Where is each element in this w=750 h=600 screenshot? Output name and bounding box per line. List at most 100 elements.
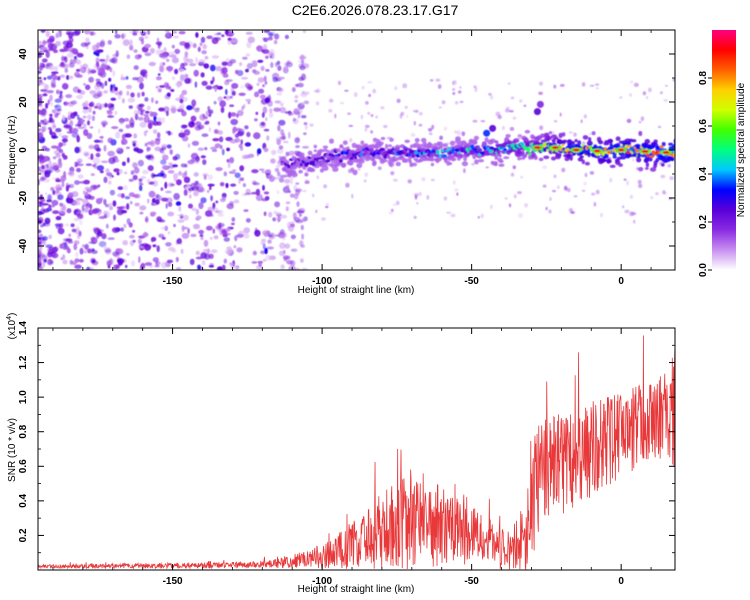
- heatmap-cell: [266, 135, 270, 141]
- heatmap-cell: [80, 213, 84, 219]
- heatmap-cell: [285, 151, 290, 157]
- heatmap-cell: [97, 184, 101, 188]
- heatmap-cell: [178, 31, 186, 35]
- heatmap-cell: [644, 167, 649, 170]
- heatmap-cell: [221, 67, 228, 74]
- heatmap-cell: [113, 168, 120, 173]
- heatmap-cell: [96, 165, 105, 171]
- heatmap-cell: [188, 187, 194, 192]
- heatmap-cell: [304, 179, 310, 183]
- heatmap-cell: [403, 158, 409, 163]
- heatmap-cell: [116, 171, 120, 176]
- heatmap-cell: [67, 192, 74, 199]
- heatmap-cell: [144, 52, 152, 57]
- heatmap-cell: [297, 82, 304, 88]
- heatmap-cell: [503, 156, 510, 160]
- heatmap-cell: [339, 144, 343, 148]
- heatmap-cell: [66, 208, 72, 214]
- heatmap-cell: [474, 159, 479, 165]
- heatmap-cell: [204, 56, 209, 60]
- heatmap-cell: [109, 58, 116, 63]
- heatmap-cell: [51, 199, 59, 206]
- snr-series-line: [38, 335, 675, 570]
- heatmap-cell: [522, 153, 528, 158]
- heatmap-cell: [188, 203, 193, 209]
- heatmap-cell: [126, 253, 130, 256]
- heatmap-cell: [438, 145, 443, 150]
- heatmap-cell: [176, 238, 182, 245]
- heatmap-cell: [272, 72, 280, 80]
- heatmap-cell: [203, 239, 209, 247]
- heatmap-cell: [161, 197, 169, 202]
- heatmap-cell: [542, 165, 547, 170]
- heatmap-cell: [198, 183, 203, 189]
- heatmap-cell: [92, 227, 100, 232]
- heatmap-cell: [572, 148, 580, 152]
- heatmap-cell: [184, 42, 190, 49]
- heatmap-cell: [147, 30, 150, 35]
- heatmap-cell: [94, 105, 99, 109]
- heatmap-cell: [157, 73, 161, 76]
- heatmap-cell: [300, 219, 305, 223]
- heatmap-cell: [517, 191, 522, 195]
- heatmap-cell: [155, 261, 161, 266]
- heatmap-cell: [221, 34, 225, 37]
- heatmap-cell: [539, 81, 543, 86]
- heatmap-cell: [130, 92, 135, 98]
- heatmap-cell: [66, 184, 71, 188]
- colorbar-label: Normalized spectral amplitude: [736, 82, 747, 217]
- heatmap-cell: [97, 128, 101, 134]
- heatmap-cell: [210, 249, 218, 254]
- snr-ytick-label: 0.8: [18, 424, 29, 438]
- heatmap-cell: [657, 125, 662, 129]
- heatmap-cell: [55, 32, 60, 38]
- heatmap-cell: [615, 159, 621, 165]
- heatmap-cell: [349, 159, 356, 163]
- heatmap-cell: [85, 191, 89, 196]
- heatmap-cell: [380, 136, 386, 141]
- heatmap-cell: [525, 147, 531, 152]
- snr-xlabel: Height of straight line (km): [298, 584, 415, 595]
- heatmap-cell: [132, 239, 136, 243]
- heatmap-cell: [322, 145, 329, 149]
- heatmap-cell: [442, 143, 448, 148]
- heatmap-cell: [82, 115, 87, 119]
- heatmap-cell: [267, 234, 274, 238]
- heatmap-cell: [97, 231, 103, 237]
- heatmap-cell: [300, 92, 308, 98]
- heatmap-cell: [410, 162, 418, 167]
- heatmap-cell: [234, 69, 239, 75]
- heatmap-cell: [463, 168, 466, 174]
- heatmap-cell: [166, 65, 174, 72]
- heatmap-cell: [232, 127, 236, 135]
- heatmap-cell: [77, 126, 85, 130]
- heatmap-cell: [171, 57, 179, 64]
- heatmap-cell: [137, 54, 142, 59]
- heatmap-cell: [129, 122, 135, 128]
- heatmap-cell: [107, 40, 113, 45]
- heatmap-cell: [79, 64, 84, 72]
- heatmap-axes: -150 -100 -50 0 -40 -20 0 20 40: [18, 29, 675, 287]
- heatmap-cell: [579, 155, 584, 159]
- heatmap-cell: [508, 203, 512, 208]
- heatmap-cell: [281, 232, 288, 238]
- heatmap-cell: [80, 42, 88, 48]
- heatmap-cell: [277, 171, 281, 177]
- heatmap-cell: [186, 58, 194, 64]
- heatmap-cell: [390, 171, 395, 176]
- heatmap-cell: [662, 150, 670, 154]
- heatmap-cell: [123, 171, 128, 175]
- heatmap-cell: [285, 206, 289, 212]
- heatmap-cell: [378, 142, 382, 148]
- heatmap-cell: [267, 36, 273, 41]
- heatmap-cell: [111, 126, 119, 130]
- heatmap-cell: [220, 198, 226, 203]
- heatmap-cell: [633, 82, 639, 87]
- heatmap-cell: [133, 148, 139, 152]
- snr-multiplier-exp: 4: [6, 316, 13, 320]
- heatmap-cell: [39, 155, 45, 161]
- heatmap-cell: [116, 206, 125, 210]
- heatmap-cell: [45, 244, 53, 248]
- heatmap-cell: [470, 144, 475, 149]
- heatmap-cell: [49, 113, 53, 117]
